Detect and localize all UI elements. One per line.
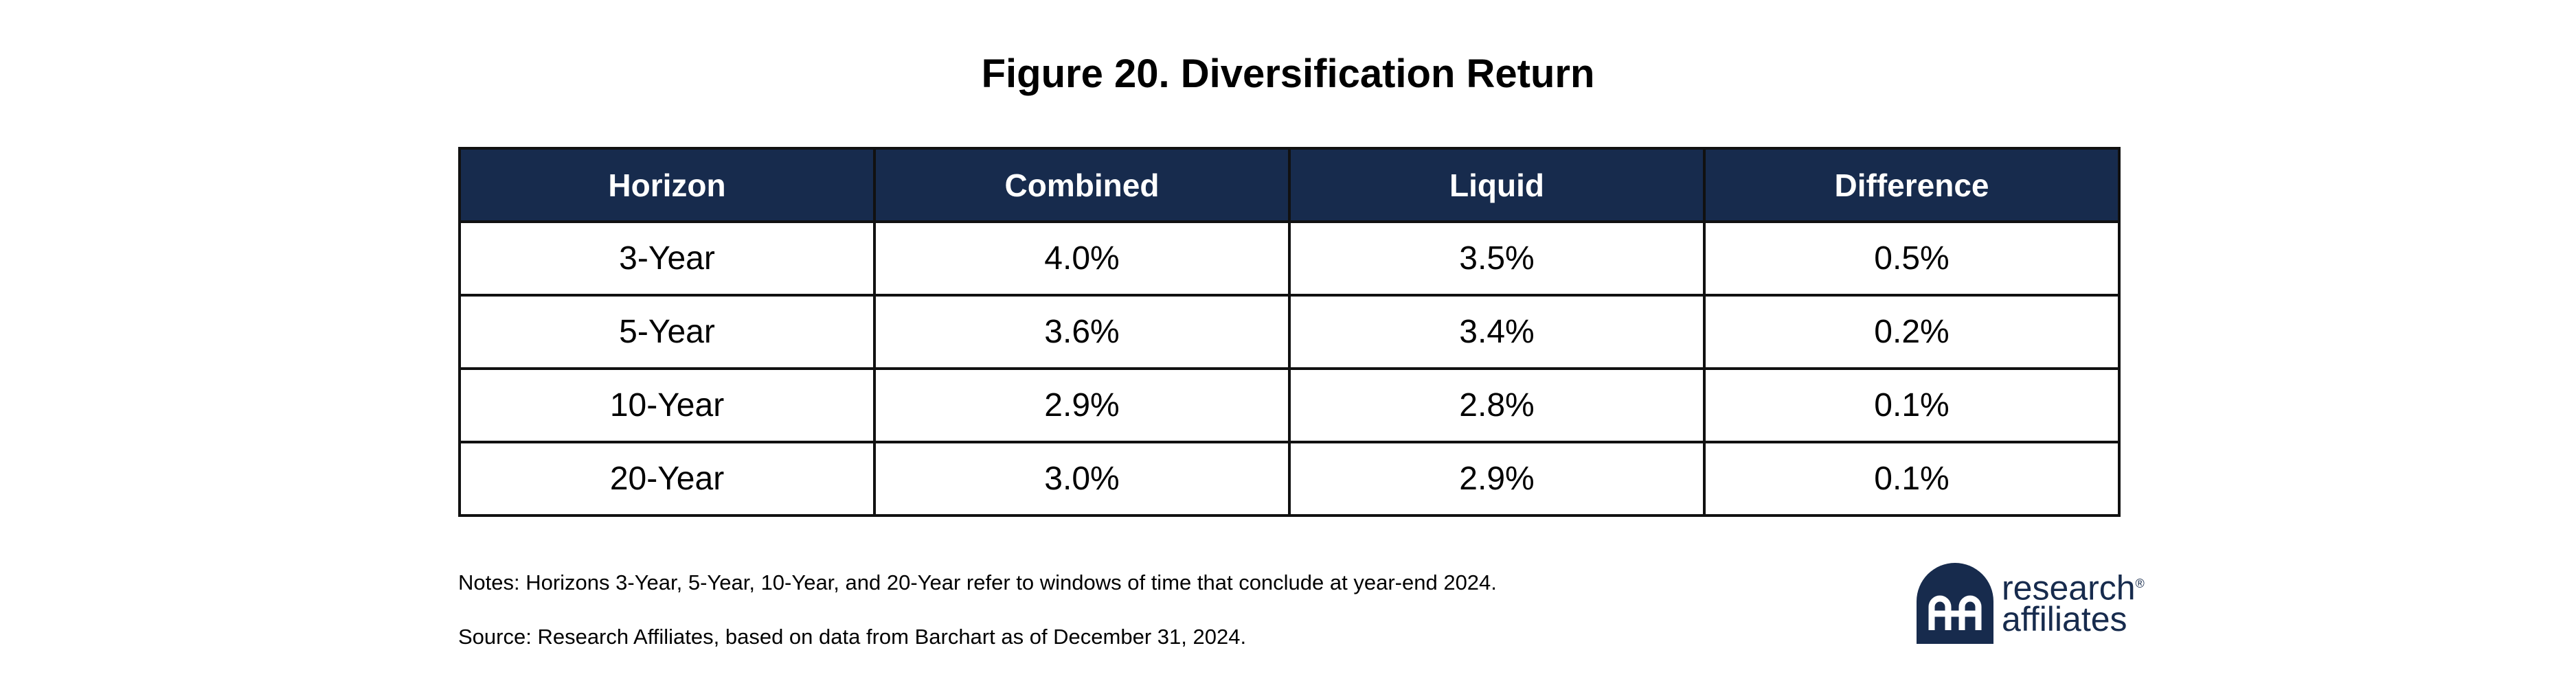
figure-title: Figure 20. Diversification Return bbox=[981, 51, 1595, 96]
logo-text-research: research® bbox=[2002, 568, 2145, 607]
cell-horizon: 20-Year bbox=[458, 441, 876, 517]
table-row: 10-Year 2.9% 2.8% 0.1% bbox=[458, 367, 2121, 443]
diversification-return-table: Horizon Combined Liquid Difference 3-Yea… bbox=[458, 147, 2121, 517]
header-difference: Difference bbox=[1703, 147, 2121, 223]
research-affiliates-logo: research® affiliates bbox=[1917, 563, 2145, 648]
logo-text-affiliates: affiliates bbox=[2002, 600, 2127, 638]
cell-difference: 0.5% bbox=[1703, 220, 2121, 297]
cell-difference: 0.1% bbox=[1703, 441, 2121, 517]
research-affiliates-logo-icon bbox=[1917, 563, 1993, 644]
source-text: Source: Research Affiliates, based on da… bbox=[458, 625, 1247, 649]
table-row: 5-Year 3.6% 3.4% 0.2% bbox=[458, 294, 2121, 370]
cell-horizon: 3-Year bbox=[458, 220, 876, 297]
header-combined: Combined bbox=[873, 147, 1291, 223]
cell-combined: 3.6% bbox=[873, 294, 1291, 370]
cell-liquid: 2.8% bbox=[1288, 367, 1706, 443]
cell-horizon: 10-Year bbox=[458, 367, 876, 443]
table-row: 3-Year 4.0% 3.5% 0.5% bbox=[458, 220, 2121, 297]
cell-combined: 4.0% bbox=[873, 220, 1291, 297]
header-horizon: Horizon bbox=[458, 147, 876, 223]
cell-combined: 2.9% bbox=[873, 367, 1291, 443]
cell-difference: 0.1% bbox=[1703, 367, 2121, 443]
cell-horizon: 5-Year bbox=[458, 294, 876, 370]
table-row: 20-Year 3.0% 2.9% 0.1% bbox=[458, 441, 2121, 517]
cell-difference: 0.2% bbox=[1703, 294, 2121, 370]
cell-combined: 3.0% bbox=[873, 441, 1291, 517]
cell-liquid: 2.9% bbox=[1288, 441, 1706, 517]
logo-trademark: ® bbox=[2135, 577, 2145, 590]
cell-liquid: 3.5% bbox=[1288, 220, 1706, 297]
notes-text: Notes: Horizons 3-Year, 5-Year, 10-Year,… bbox=[458, 570, 1497, 594]
cell-liquid: 3.4% bbox=[1288, 294, 1706, 370]
header-liquid: Liquid bbox=[1288, 147, 1706, 223]
table-header-row: Horizon Combined Liquid Difference bbox=[458, 147, 2121, 223]
